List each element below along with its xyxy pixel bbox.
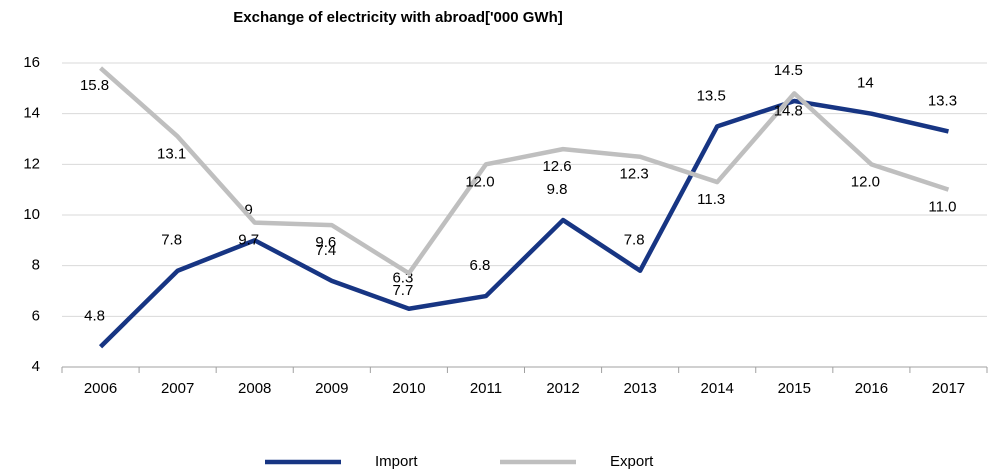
data-label: 9.8	[547, 181, 568, 198]
data-label: 12.0	[851, 173, 880, 190]
x-tick-label: 2015	[778, 380, 811, 397]
x-tick-label: 2006	[84, 380, 117, 397]
series-line	[99, 66, 950, 276]
data-label: 11.0	[928, 199, 956, 216]
series-line	[98, 98, 949, 349]
data-label: 14	[857, 75, 874, 92]
legend-label: Import	[375, 453, 418, 470]
data-label: 9.7	[238, 232, 259, 249]
data-label: 9.6	[315, 234, 336, 251]
legend-label: Export	[610, 453, 654, 470]
data-label: 6.8	[470, 257, 491, 274]
data-label: 15.8	[80, 77, 109, 94]
data-label: 14.8	[774, 102, 803, 119]
y-tick-label: 16	[23, 54, 40, 71]
data-label: 13.1	[157, 145, 186, 162]
data-label: 13.5	[697, 87, 726, 104]
data-label: 7.4	[315, 242, 336, 259]
data-label: 12.0	[465, 173, 494, 190]
x-tick-label: 2012	[546, 380, 579, 397]
y-tick-label: 6	[32, 307, 40, 324]
data-label: 14.5	[774, 62, 803, 79]
data-label: 12.3	[620, 166, 649, 183]
y-tick-label: 12	[23, 155, 40, 172]
x-tick-label: 2016	[855, 380, 888, 397]
y-tick-label: 4	[32, 358, 40, 375]
x-tick-label: 2007	[161, 380, 194, 397]
x-tick-label: 2010	[392, 380, 425, 397]
x-tick-label: 2008	[238, 380, 271, 397]
x-tick-label: 2014	[701, 380, 734, 397]
y-tick-label: 14	[23, 105, 40, 122]
data-label: 13.3	[928, 92, 957, 109]
y-tick-label: 10	[23, 206, 40, 223]
data-label: 7.8	[161, 232, 182, 249]
data-label: 7.7	[392, 282, 413, 299]
data-label: 4.8	[84, 308, 105, 325]
data-label: 9	[245, 201, 253, 218]
data-label: 11.3	[697, 191, 725, 208]
x-tick-label: 2011	[470, 380, 502, 397]
data-label: 7.8	[624, 232, 645, 249]
x-tick-label: 2009	[315, 380, 348, 397]
x-tick-label: 2017	[932, 380, 965, 397]
chart-title: Exchange of electricity with abroad['000…	[233, 9, 562, 26]
y-tick-label: 8	[32, 257, 40, 274]
data-label: 12.6	[542, 158, 571, 175]
x-tick-label: 2013	[623, 380, 656, 397]
